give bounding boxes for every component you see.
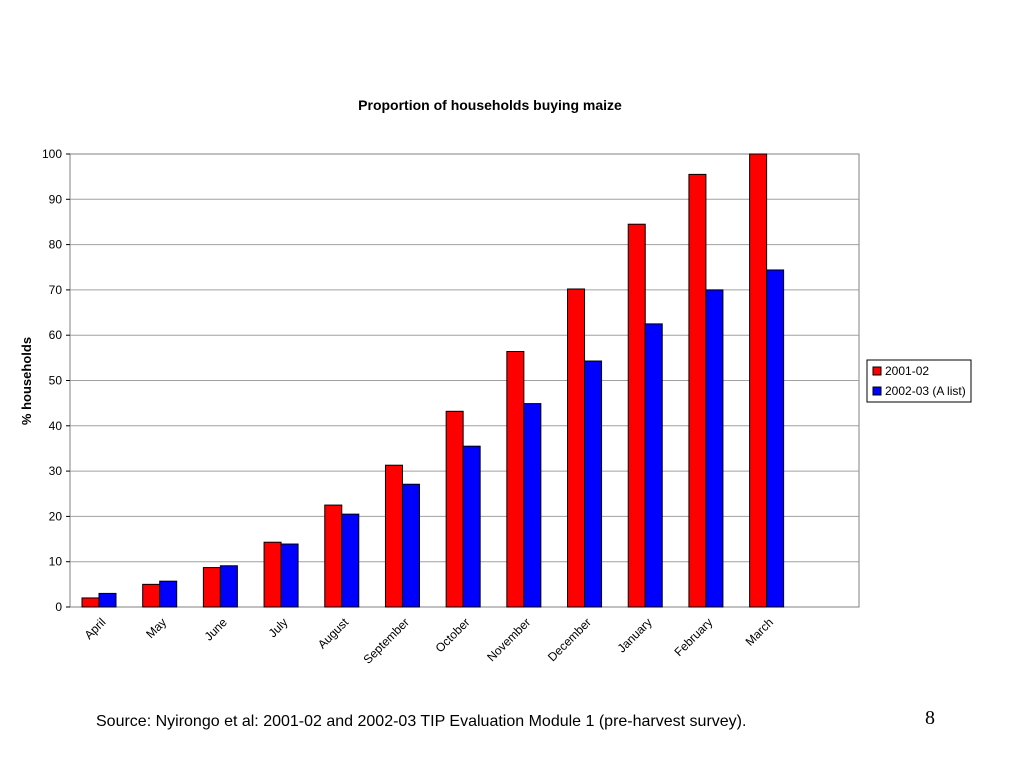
x-tick-label: January: [615, 615, 655, 655]
bar-series2-october: [462, 445, 481, 608]
y-axis-ticks: 0 10 20 30 40 50 60 70 80 90 100: [42, 147, 70, 614]
legend-items: 2001-02 2002-03 (A list): [872, 364, 966, 398]
bar-series2-january: [644, 323, 663, 608]
y-tick-label: 70: [49, 283, 63, 297]
chart-title: Proportion of households buying maize: [358, 97, 622, 113]
x-tick-label: February: [672, 615, 716, 659]
bar-series2-september: [401, 483, 420, 608]
legend: 2001-02 2002-03 (A list): [866, 359, 972, 403]
page-number: 8: [925, 707, 935, 729]
bar-series1-november: [506, 351, 525, 608]
bar-series1-april: [81, 597, 100, 608]
y-tick-label: 100: [42, 147, 62, 161]
bar-series2-february: [705, 289, 724, 608]
bar-series2-june: [219, 565, 238, 608]
bar-series2-november: [523, 403, 542, 608]
x-tick-label: August: [315, 615, 352, 652]
bar-series1-july: [263, 541, 282, 608]
y-tick-label: 0: [55, 600, 62, 614]
y-tick-label: 80: [49, 238, 63, 252]
bar-series1-february: [688, 173, 707, 608]
x-tick-label: September: [361, 615, 412, 666]
x-tick-label: October: [433, 615, 473, 655]
legend-swatch: [872, 386, 882, 396]
bar-series1-june: [202, 567, 221, 608]
x-tick-label: July: [266, 615, 291, 640]
legend-box: [866, 359, 972, 403]
bar-series1-may: [142, 583, 161, 608]
x-tick-label: March: [743, 615, 776, 648]
y-tick-label: 90: [49, 192, 63, 206]
bar-series2-april: [98, 592, 117, 608]
bar-series1-october: [445, 410, 464, 608]
y-tick-label: 10: [49, 555, 63, 569]
bar-series2-july: [280, 543, 299, 608]
bar-series1-january: [627, 223, 646, 608]
legend-swatch: [872, 366, 882, 376]
x-tick-label: April: [82, 615, 109, 642]
legend-label: 2001-02: [885, 364, 929, 378]
bar-series1-march: [749, 153, 768, 608]
x-tick-label: June: [202, 615, 231, 644]
y-tick-label: 20: [49, 509, 63, 523]
bars: [81, 153, 785, 608]
bar-series1-december: [567, 288, 586, 608]
bar-series2-may: [159, 580, 178, 608]
source-note: Source: Nyirongo et al: 2001-02 and 2002…: [96, 713, 747, 730]
bar-series2-august: [341, 513, 360, 608]
y-tick-label: 60: [49, 328, 63, 342]
legend-label: 2002-03 (A list): [885, 384, 966, 398]
y-tick-label: 50: [49, 374, 63, 388]
bar-series1-september: [384, 464, 403, 608]
bar-series2-march: [766, 269, 785, 608]
y-tick-label: 30: [49, 464, 63, 478]
bar-series1-august: [324, 504, 343, 608]
bar-series2-december: [584, 360, 603, 608]
x-tick-label: December: [545, 615, 594, 664]
x-tick-label: November: [484, 615, 533, 664]
grid-lines: [70, 198, 859, 563]
y-axis-label: % households: [19, 337, 34, 425]
x-tick-label: May: [143, 615, 169, 641]
x-axis-ticks: April May June July August September October No…: [82, 615, 776, 667]
y-tick-label: 40: [49, 419, 63, 433]
